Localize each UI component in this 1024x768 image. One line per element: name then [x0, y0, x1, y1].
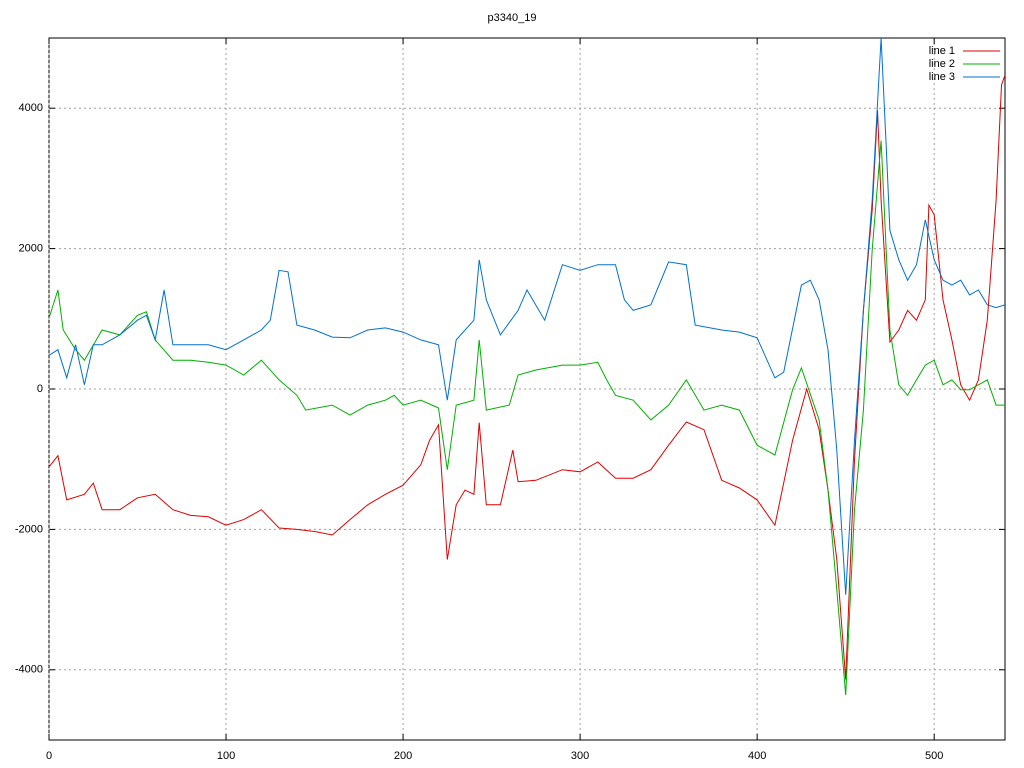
plot-lines	[49, 38, 1005, 696]
y-tick-label: 0	[37, 383, 43, 395]
x-tick-label: 100	[217, 750, 235, 762]
legend-label: line 2	[929, 58, 955, 70]
chart-title: p3340_19	[488, 12, 537, 24]
data-line	[49, 75, 1005, 680]
legend-label: line 3	[929, 71, 955, 83]
legend-label: line 1	[929, 45, 955, 57]
plot-border	[48, 37, 1006, 741]
x-tick-label: 0	[46, 750, 52, 762]
y-tick-label: 2000	[19, 243, 43, 255]
x-tick-label: 400	[748, 750, 766, 762]
x-tick-label: 300	[571, 750, 589, 762]
data-line	[49, 38, 1005, 595]
x-tick-label: 500	[925, 750, 943, 762]
data-line	[49, 140, 1005, 696]
y-tick-label: 4000	[19, 102, 43, 114]
y-tick-label: -2000	[15, 523, 43, 535]
y-tick-label: -4000	[15, 664, 43, 676]
x-tick-label: 200	[394, 750, 412, 762]
